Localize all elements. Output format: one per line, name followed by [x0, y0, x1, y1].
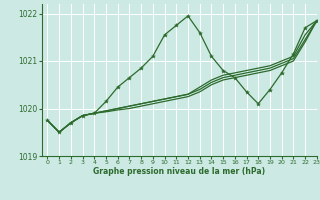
X-axis label: Graphe pression niveau de la mer (hPa): Graphe pression niveau de la mer (hPa): [93, 167, 265, 176]
